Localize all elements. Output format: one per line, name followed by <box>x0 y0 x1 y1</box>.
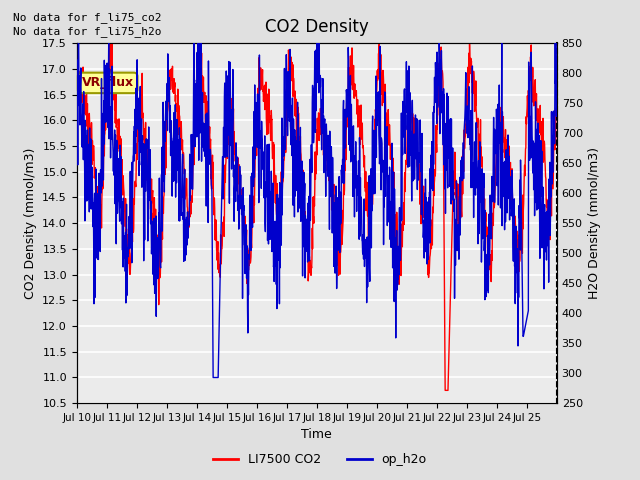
Text: No data for f_li75_h2o: No data for f_li75_h2o <box>13 26 161 37</box>
Text: No data for f_li75_co2: No data for f_li75_co2 <box>13 12 161 23</box>
Y-axis label: H2O Density (mmol/m3): H2O Density (mmol/m3) <box>588 147 602 299</box>
Text: VR_flux: VR_flux <box>82 76 134 89</box>
Y-axis label: CO2 Density (mmol/m3): CO2 Density (mmol/m3) <box>24 147 36 299</box>
Legend: LI7500 CO2, op_h2o: LI7500 CO2, op_h2o <box>209 448 431 471</box>
Title: CO2 Density: CO2 Density <box>265 18 369 36</box>
X-axis label: Time: Time <box>301 429 332 442</box>
